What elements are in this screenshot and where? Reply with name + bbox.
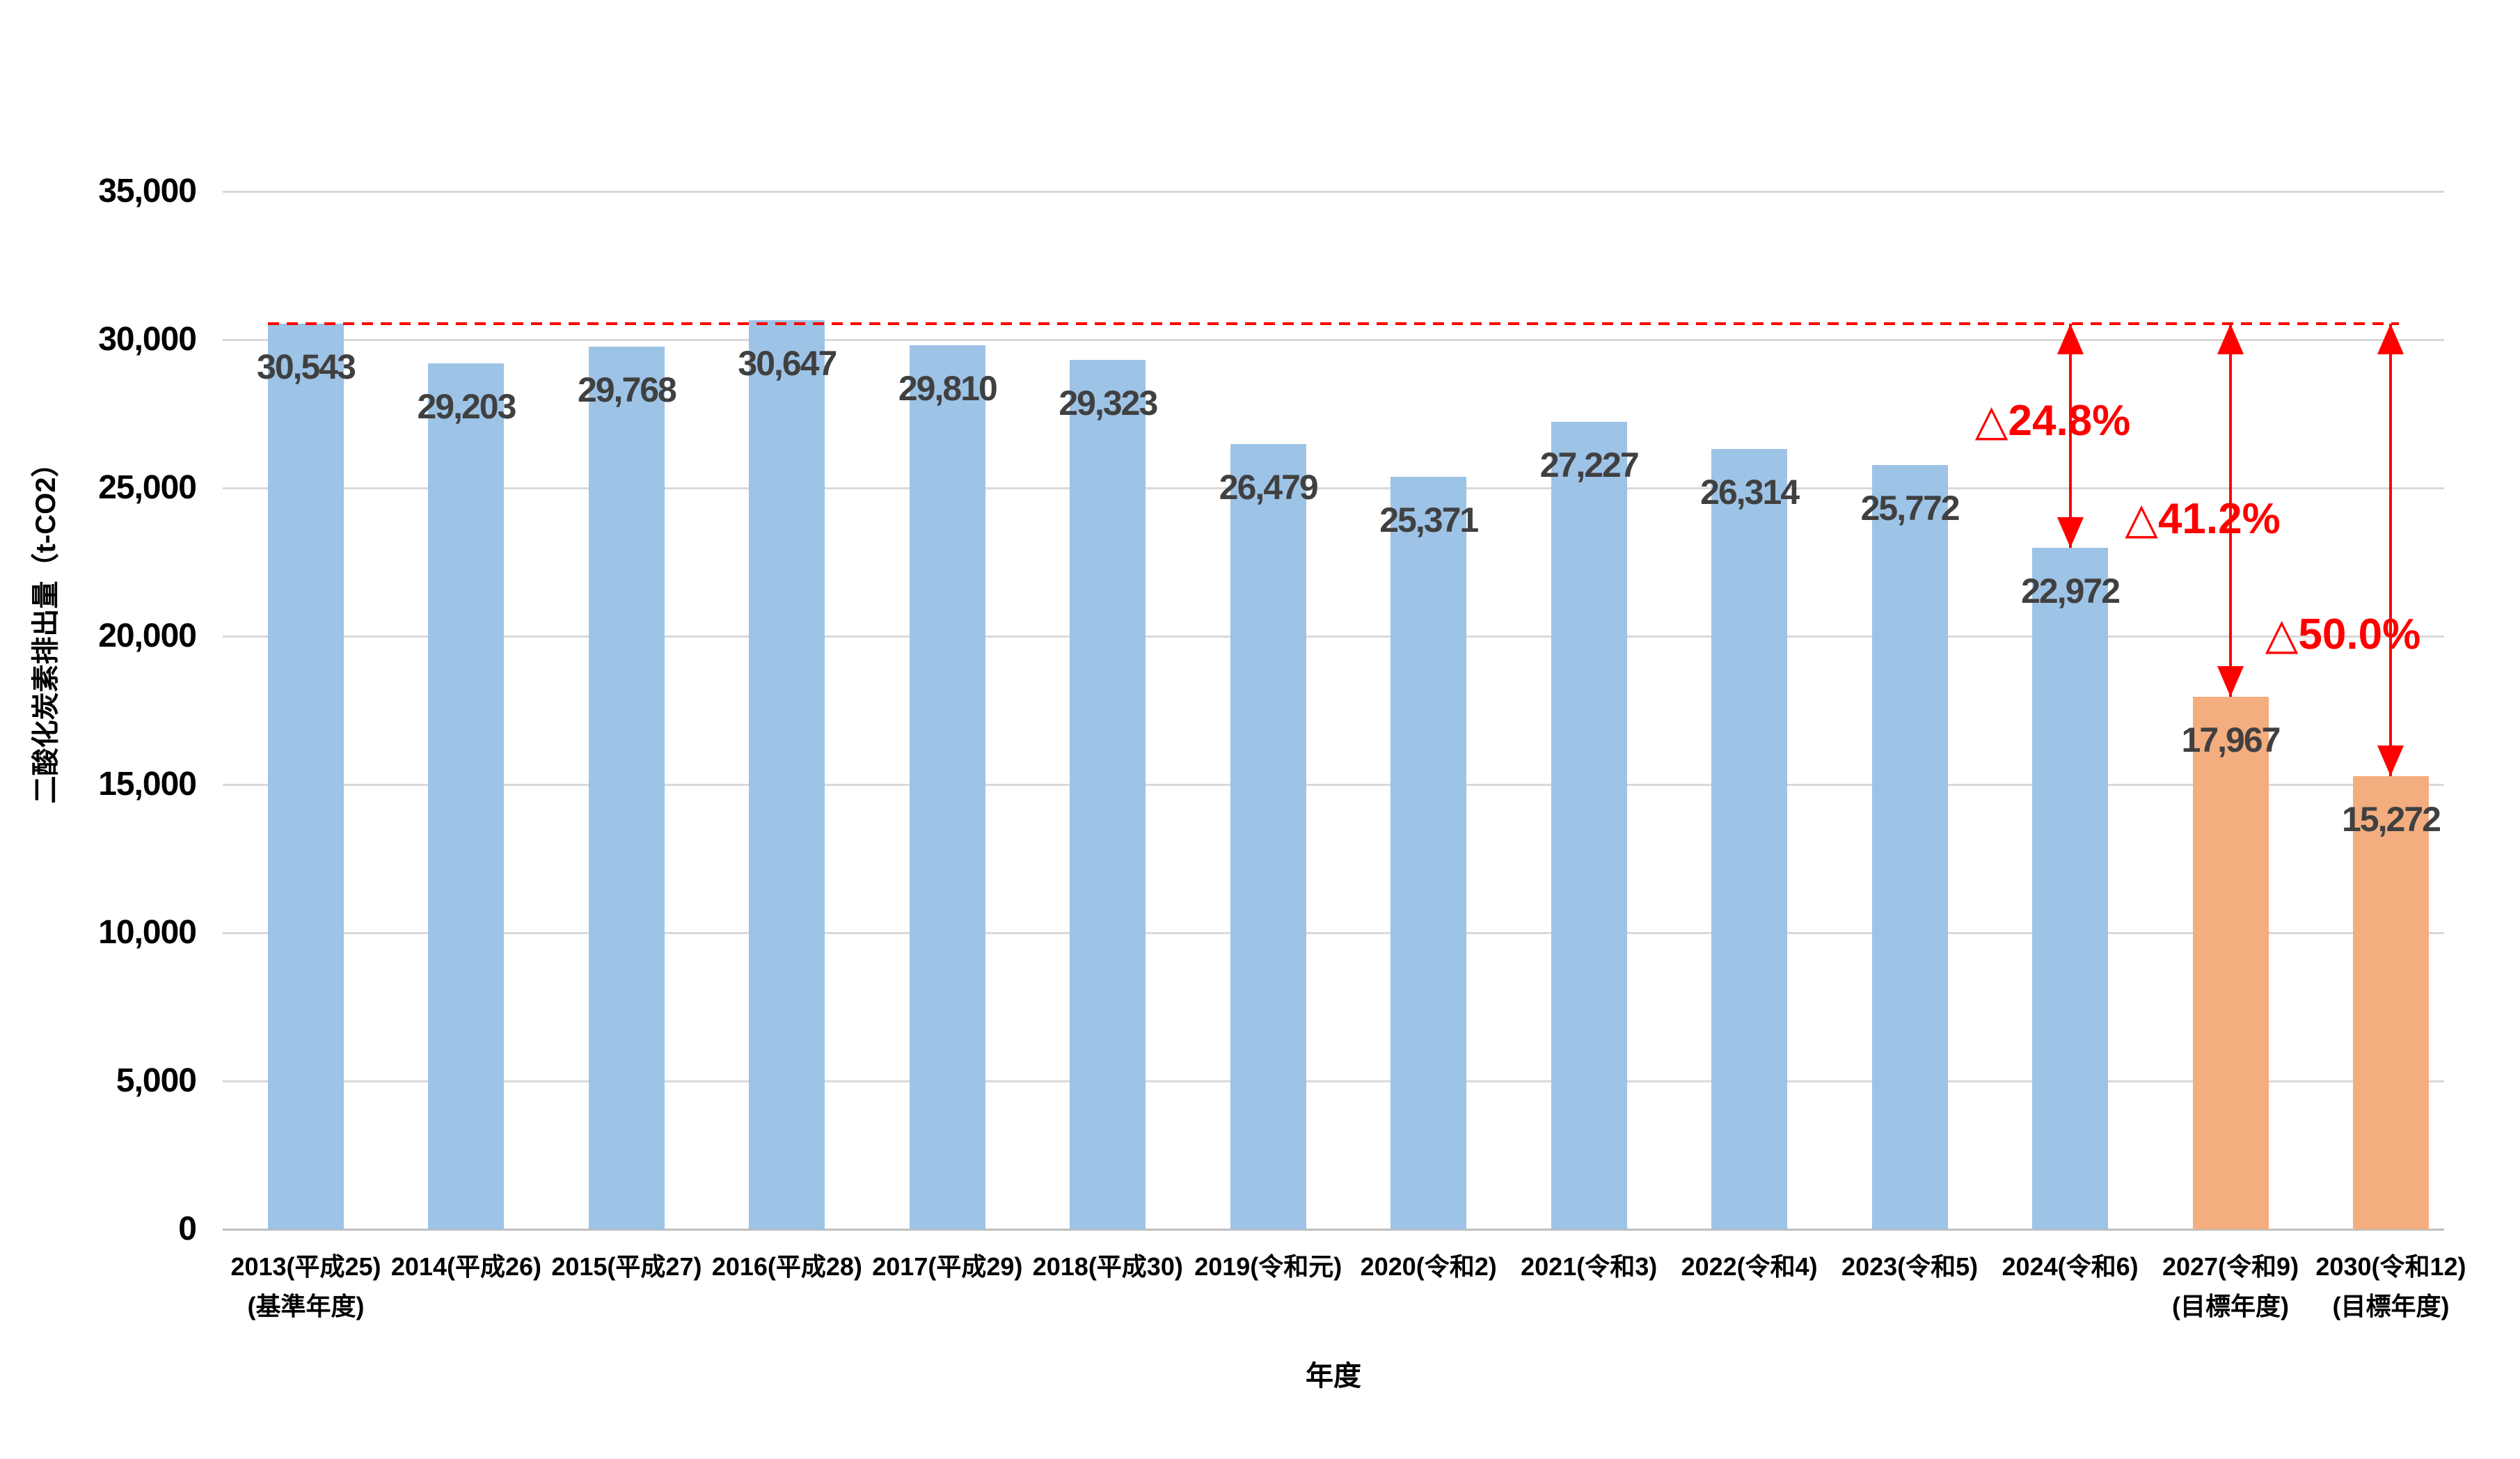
arrow-up-head [2057, 323, 2084, 354]
x-tick-label: 2021(令和3) [1498, 1249, 1679, 1285]
bar-value-label: 17,967 [2181, 720, 2281, 759]
reduction-percent-label: △50.0% [2265, 610, 2421, 658]
y-tick-label: 15,000 [98, 766, 197, 803]
reference-dashed-line [268, 322, 2399, 325]
arrow-up-head [2217, 323, 2244, 354]
bar-value-label: 29,768 [577, 370, 677, 409]
bar-value-label: 29,323 [1059, 383, 1158, 423]
x-tick-label: 2022(令和4) [1659, 1249, 1840, 1285]
bar-2023(令和5) [1871, 465, 1948, 1229]
gridline [223, 1080, 2444, 1082]
x-tick-line1: 2015(平成27) [551, 1252, 702, 1281]
bar-2018(平成30) [1070, 359, 1146, 1229]
x-tick-label: 2015(平成27) [536, 1249, 717, 1285]
reduction-arrow-line [2229, 323, 2233, 697]
y-tick-label: 0 [178, 1210, 197, 1247]
y-tick-label: 30,000 [98, 321, 197, 358]
y-tick-label: 20,000 [98, 617, 197, 654]
gridline [223, 338, 2444, 341]
bar-2027(令和9) [2192, 696, 2269, 1229]
reduction-percent-label: △24.8% [1974, 397, 2131, 445]
x-tick-label: 2024(令和6) [1980, 1249, 2161, 1285]
bar-2014(平成26) [428, 363, 505, 1229]
arrow-down-head [2217, 665, 2244, 697]
arrow-down-head [2377, 746, 2404, 777]
bar-value-label: 30,543 [257, 347, 356, 386]
bar-value-label: 22,972 [2021, 571, 2121, 611]
bar-2016(平成28) [749, 320, 825, 1229]
x-tick-line2: (目標年度) [2332, 1292, 2450, 1320]
x-tick-line1: 2019(令和元) [1194, 1252, 1342, 1281]
arrow-up-head [2377, 323, 2404, 354]
x-axis-line [223, 1228, 2444, 1231]
bar-2024(令和6) [2032, 548, 2109, 1229]
x-tick-label: 2030(令和12) (目標年度) [2300, 1249, 2481, 1328]
bar-2030(令和12) [2352, 776, 2429, 1229]
bar-value-label: 29,810 [898, 369, 998, 409]
bar-2022(令和4) [1711, 449, 1788, 1229]
gridline [223, 190, 2444, 193]
gridline [223, 635, 2444, 638]
bar-2020(令和2) [1390, 477, 1467, 1229]
x-tick-line1: 2020(令和2) [1360, 1252, 1497, 1281]
reduction-percent-label: △41.2% [2125, 495, 2281, 543]
x-tick-line2: (目標年度) [2172, 1292, 2289, 1320]
gridline [223, 931, 2444, 934]
x-tick-line1: 2014(平成26) [390, 1252, 541, 1281]
reduction-arrow-line [2389, 323, 2393, 777]
x-tick-line1: 2017(平成29) [872, 1252, 1023, 1281]
x-tick-line1: 2022(令和4) [1681, 1252, 1818, 1281]
x-tick-line1: 2016(平成28) [711, 1252, 862, 1281]
bar-value-label: 15,272 [2342, 800, 2441, 839]
x-tick-line1: 2023(令和5) [1841, 1252, 1979, 1281]
y-tick-label: 5,000 [116, 1062, 197, 1099]
x-tick-label: 2013(平成25) (基準年度) [216, 1249, 397, 1328]
gridline [223, 783, 2444, 786]
arrow-down-head [2057, 517, 2084, 549]
bar-value-label: 30,647 [738, 344, 837, 384]
bar-value-label: 25,772 [1860, 489, 1960, 528]
bar-2021(令和3) [1551, 422, 1627, 1229]
x-tick-label: 2027(令和9) (目標年度) [2140, 1249, 2321, 1328]
x-tick-line2: (基準年度) [247, 1292, 365, 1320]
gridline [223, 487, 2444, 489]
x-tick-line1: 2018(平成30) [1032, 1252, 1183, 1281]
x-tick-label: 2017(平成29) [857, 1249, 1038, 1285]
bar-value-label: 27,227 [1539, 445, 1640, 485]
bar-value-label: 25,371 [1379, 500, 1479, 540]
x-tick-label: 2018(平成30) [1017, 1249, 1198, 1285]
bar-value-label: 29,203 [417, 386, 516, 426]
x-tick-label: 2014(平成26) [376, 1249, 557, 1285]
y-tick-label: 10,000 [98, 914, 197, 951]
bar-value-label: 26,479 [1219, 467, 1319, 507]
x-tick-line1: 2021(令和3) [1521, 1252, 1658, 1281]
x-axis-title: 年度 [1306, 1361, 1361, 1391]
x-tick-label: 2019(令和元) [1178, 1249, 1358, 1285]
y-tick-label: 25,000 [98, 469, 197, 506]
bar-value-label: 26,314 [1700, 473, 1800, 512]
y-tick-label: 35,000 [98, 173, 197, 210]
bar-2019(令和元) [1230, 444, 1306, 1229]
bar-2015(平成27) [588, 346, 665, 1229]
bar-2017(平成29) [909, 345, 985, 1229]
x-tick-label: 2023(令和5) [1819, 1249, 2000, 1285]
reduction-arrow-line [2068, 323, 2072, 549]
x-tick-line1: 2024(令和6) [2002, 1252, 2139, 1281]
plot-area: 30,543 29,203 29,768 30,647 29,810 29,323 26,4… [223, 190, 2444, 1231]
x-tick-line1: 2027(令和9) [2162, 1252, 2299, 1281]
x-tick-line1: 2013(平成25) [230, 1252, 381, 1281]
x-tick-line1: 2030(令和12) [2315, 1252, 2466, 1281]
bar-2013(平成25) [268, 323, 344, 1229]
x-tick-label: 2020(令和2) [1338, 1249, 1519, 1285]
x-tick-label: 2016(平成28) [697, 1249, 878, 1285]
